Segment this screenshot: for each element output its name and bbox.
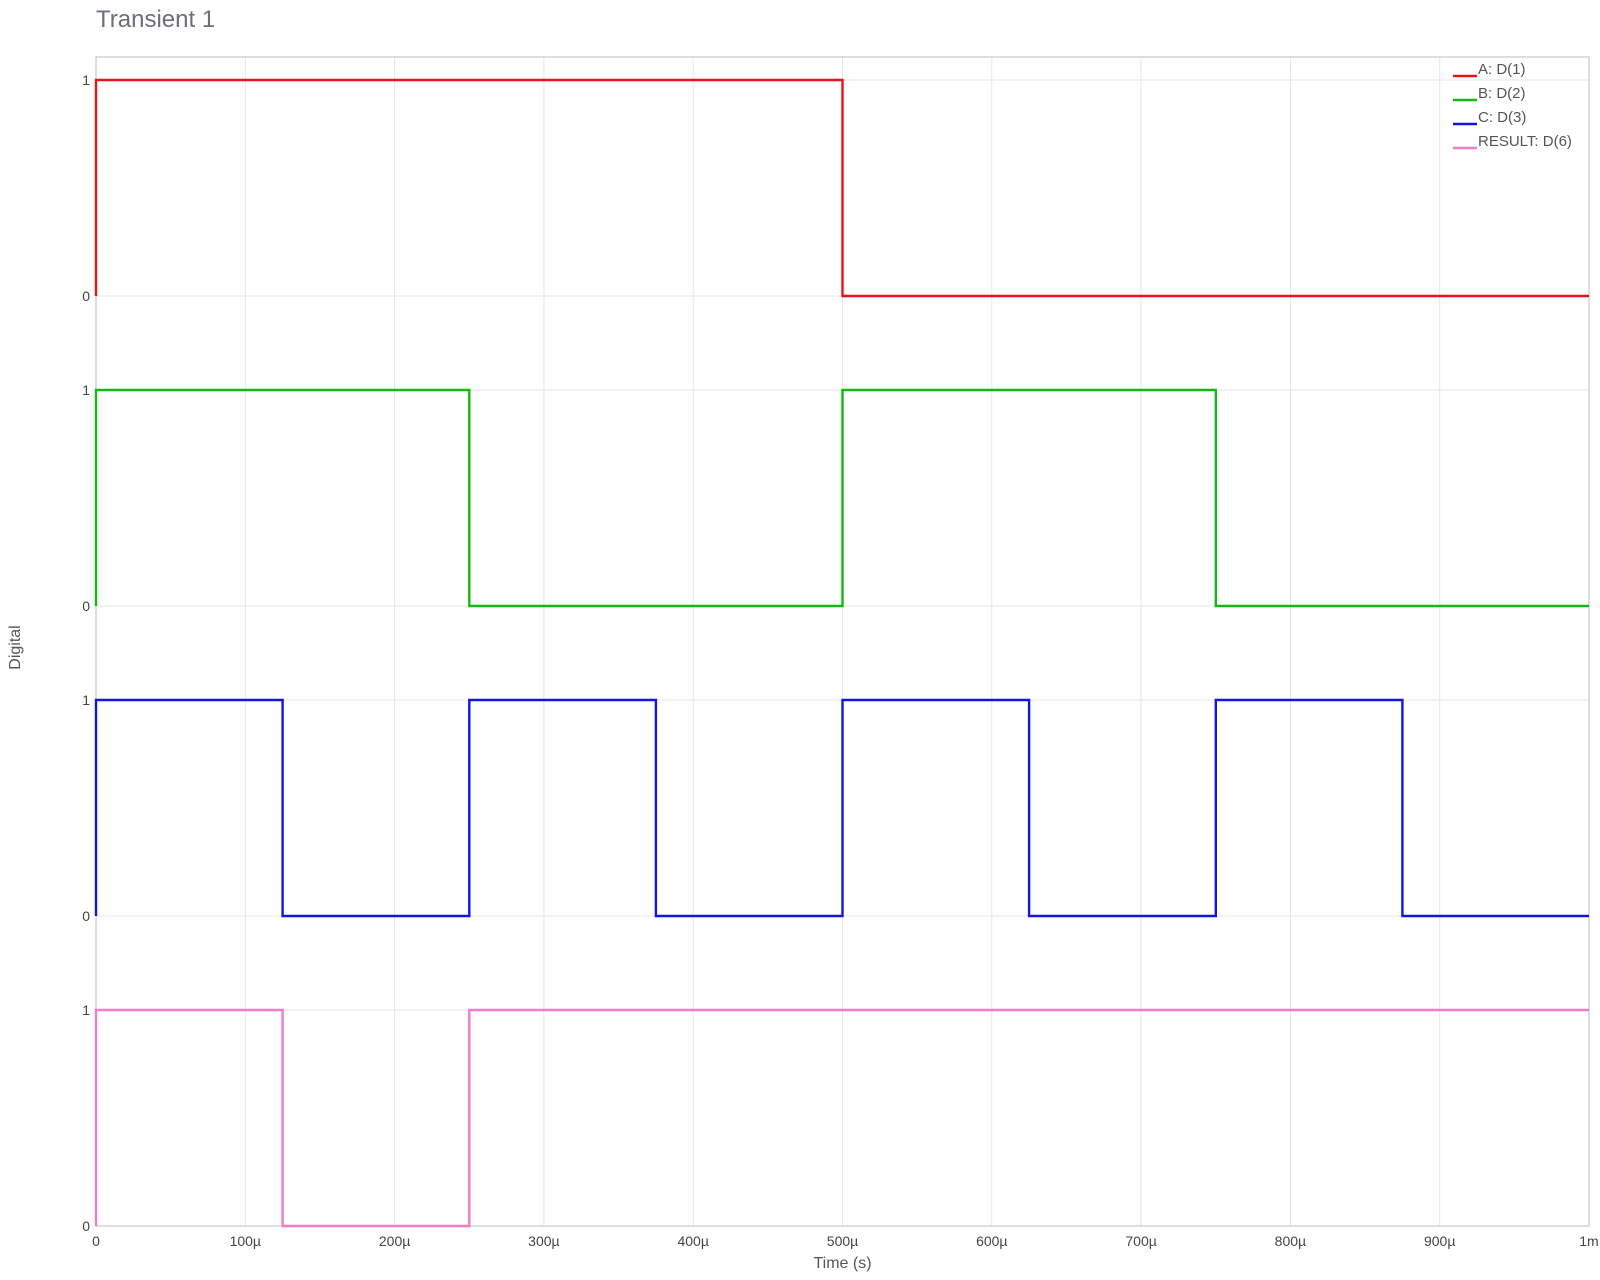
x-tick-label: 700µ — [1125, 1233, 1156, 1249]
y-tick-label: 0 — [82, 908, 90, 924]
y-tick-label: 1 — [82, 1002, 90, 1018]
y-tick-label: 1 — [82, 382, 90, 398]
series-line-3 — [94, 698, 1589, 918]
legend-item[interactable]: C: D(3) — [1453, 109, 1526, 126]
y-tick-label: 0 — [82, 598, 90, 614]
chart-title: Transient 1 — [96, 6, 216, 33]
y-tick-label: 0 — [82, 1218, 90, 1234]
plot-frame — [95, 56, 1590, 1227]
x-tick-label: 600µ — [976, 1233, 1007, 1249]
x-tick-labels: 0 100µ 200µ 300µ 400µ 500µ 600µ 700µ 800µ 900µ 1m — [92, 1233, 1599, 1249]
y-axis-title: Digital — [7, 625, 24, 669]
y-tick-label: 0 — [82, 288, 90, 304]
y-tick-label: 1 — [82, 692, 90, 708]
legend-item[interactable]: B: D(2) — [1453, 85, 1526, 102]
legend-label: A: D(1) — [1478, 61, 1526, 78]
legend-item[interactable]: RESULT: D(6) — [1453, 133, 1572, 150]
series-line-4 — [94, 1008, 1589, 1228]
legend-item[interactable]: A: D(1) — [1453, 61, 1526, 78]
x-tick-label: 900µ — [1424, 1233, 1455, 1249]
legend-label: RESULT: D(6) — [1478, 133, 1572, 150]
series-line-2 — [94, 388, 1589, 608]
legend[interactable]: A: D(1) B: D(2) C: D(3) RESULT: D(6) — [1453, 61, 1572, 150]
x-tick-label: 1m — [1579, 1233, 1598, 1249]
x-tick-label: 0 — [92, 1233, 100, 1249]
x-axis-title: Time (s) — [813, 1255, 871, 1272]
x-tick-label: 500µ — [827, 1233, 858, 1249]
x-tick-label: 100µ — [230, 1233, 261, 1249]
y-tick-labels: 1 0 1 0 1 0 1 0 — [82, 72, 90, 1234]
series-layer — [94, 78, 1589, 1228]
x-tick-label: 300µ — [528, 1233, 559, 1249]
x-tick-label: 400µ — [677, 1233, 708, 1249]
y-tick-label: 1 — [82, 72, 90, 88]
x-tick-label: 800µ — [1275, 1233, 1306, 1249]
legend-label: C: D(3) — [1478, 109, 1526, 126]
series-line-1 — [94, 78, 1589, 298]
x-tick-label: 200µ — [379, 1233, 410, 1249]
legend-label: B: D(2) — [1478, 85, 1526, 102]
